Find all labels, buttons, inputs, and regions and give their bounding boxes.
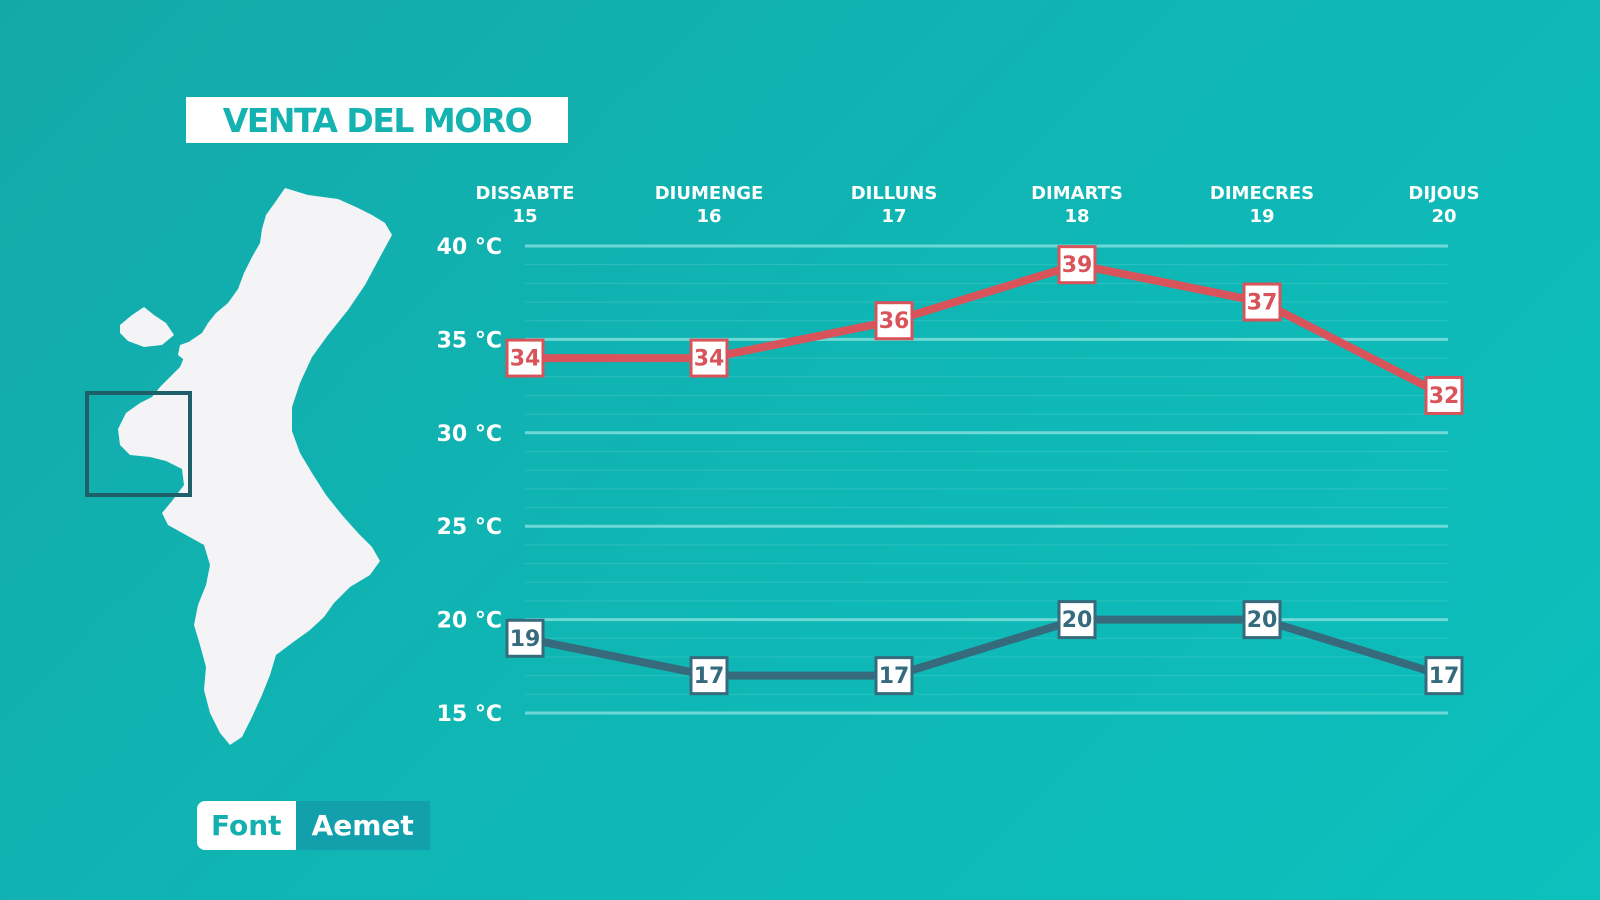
chart-grid bbox=[525, 244, 1448, 715]
data-point-max bbox=[689, 338, 729, 378]
day-date-label: 15 bbox=[512, 206, 537, 227]
day-date-label: 19 bbox=[1249, 206, 1274, 227]
region-map-shape bbox=[118, 188, 392, 745]
data-label-max: 34 bbox=[694, 347, 725, 372]
enclave-shape bbox=[178, 340, 204, 363]
data-point-max bbox=[874, 301, 914, 341]
data-label-min: 17 bbox=[694, 664, 725, 689]
y-tick-label: 25 °C bbox=[437, 515, 502, 540]
day-name-label: DIMARTS bbox=[1031, 183, 1123, 204]
day-name-label: DIJOUS bbox=[1408, 183, 1479, 204]
y-tick-label: 40 °C bbox=[437, 235, 502, 260]
data-label-min: 17 bbox=[879, 664, 910, 689]
data-label-max: 37 bbox=[1247, 291, 1278, 316]
day-name-label: DIUMENGE bbox=[655, 183, 764, 204]
series-line-max bbox=[521, 260, 1448, 400]
y-tick-label: 30 °C bbox=[437, 422, 502, 447]
data-point-max bbox=[1057, 245, 1097, 285]
data-point-max bbox=[1242, 282, 1282, 322]
data-label-min: 17 bbox=[1429, 664, 1460, 689]
day-date-label: 16 bbox=[696, 206, 721, 227]
series-lines bbox=[521, 260, 1448, 680]
location-marker-box bbox=[85, 391, 192, 497]
island-shape bbox=[120, 307, 174, 347]
y-axis-ticks: 40 °C 35 °C 30 °C 25 °C 20 °C 15 °C bbox=[437, 235, 502, 727]
day-date-label: 20 bbox=[1431, 206, 1456, 227]
data-label-max: 36 bbox=[879, 309, 910, 334]
day-date-label: 17 bbox=[881, 206, 906, 227]
location-title: VENTA DEL MORO bbox=[222, 100, 533, 140]
series-line-min bbox=[521, 615, 1448, 680]
location-title-box: VENTA DEL MORO bbox=[186, 97, 568, 143]
data-point-max bbox=[505, 338, 545, 378]
day-name-label: DILLUNS bbox=[851, 183, 938, 204]
data-label-min: 19 bbox=[510, 627, 541, 652]
data-point-min bbox=[874, 656, 914, 696]
source-badge: Font Aemet bbox=[197, 801, 430, 850]
data-point-min bbox=[689, 656, 729, 696]
data-point-min bbox=[1057, 600, 1097, 640]
day-date-label: 18 bbox=[1064, 206, 1089, 227]
data-point-min bbox=[1424, 656, 1464, 696]
source-label: Font bbox=[197, 801, 296, 850]
y-tick-label: 15 °C bbox=[437, 702, 502, 727]
y-tick-label: 35 °C bbox=[437, 328, 502, 353]
data-label-max: 32 bbox=[1429, 384, 1460, 409]
day-name-label: DIMECRES bbox=[1210, 183, 1314, 204]
day-name-label: DISSABTE bbox=[476, 183, 575, 204]
data-label-min: 20 bbox=[1062, 608, 1093, 633]
data-point-max bbox=[1424, 375, 1464, 415]
region-map-icon bbox=[85, 188, 392, 745]
data-point-min bbox=[505, 618, 545, 658]
series-points: 34 34 36 39 37 32 19 17 17 20 20 17 bbox=[505, 245, 1464, 696]
data-label-max: 39 bbox=[1062, 253, 1093, 278]
data-label-max: 34 bbox=[510, 347, 541, 372]
data-point-min bbox=[1242, 600, 1282, 640]
y-tick-label: 20 °C bbox=[437, 609, 502, 634]
source-value: Aemet bbox=[295, 801, 430, 850]
data-label-min: 20 bbox=[1247, 608, 1278, 633]
